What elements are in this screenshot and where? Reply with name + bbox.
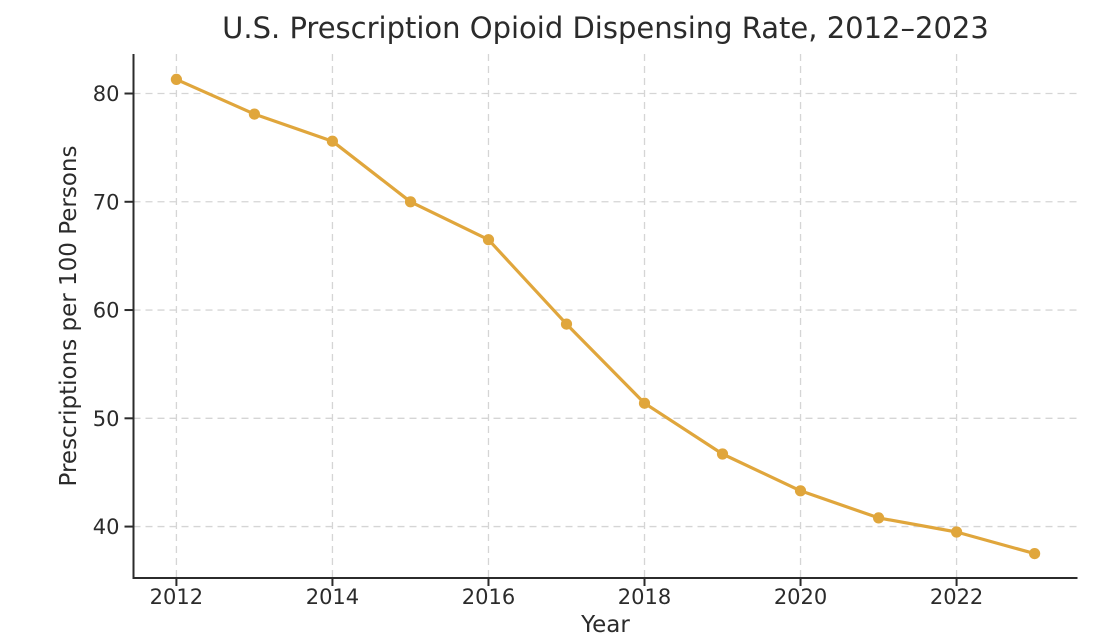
data-point-2013 <box>248 108 260 120</box>
data-point-2014 <box>326 135 338 147</box>
dispensing-rate-line <box>174 77 1037 556</box>
x-tick-label: 2020 <box>774 585 827 609</box>
chart-title: U.S. Prescription Opioid Dispensing Rate… <box>222 11 989 45</box>
y-tick-label: 60 <box>93 299 120 323</box>
data-series <box>170 73 1041 560</box>
y-tick-label: 70 <box>93 190 120 214</box>
data-point-2017 <box>560 318 573 330</box>
data-point-2012 <box>170 73 182 85</box>
x-tick-label: 2014 <box>306 585 359 609</box>
axis-tick-labels: 40 50 60 70 80 2012 2014 2016 2018 2020 2022 <box>93 82 984 609</box>
gridlines <box>133 54 1078 578</box>
x-tick-label: 2022 <box>930 585 983 609</box>
x-tick-label: 2012 <box>150 585 203 609</box>
y-tick-label: 50 <box>93 407 120 431</box>
data-point-2015 <box>404 196 417 208</box>
y-axis-label: Prescriptions per 100 Persons <box>56 146 82 487</box>
axis-ticks <box>124 92 958 586</box>
data-point-2023 <box>1029 548 1041 560</box>
axis-spines <box>132 54 1078 579</box>
data-point-2021 <box>873 512 885 524</box>
x-tick-label: 2016 <box>462 585 515 609</box>
data-point-2019 <box>716 448 729 460</box>
y-tick-label: 40 <box>93 515 120 539</box>
data-point-2018 <box>638 397 651 409</box>
y-tick-label: 80 <box>93 82 120 106</box>
x-tick-label: 2018 <box>618 585 671 609</box>
data-point-2016 <box>482 234 495 246</box>
data-point-2022 <box>951 526 963 538</box>
x-axis-label: Year <box>580 612 630 638</box>
data-point-2020 <box>794 485 807 497</box>
